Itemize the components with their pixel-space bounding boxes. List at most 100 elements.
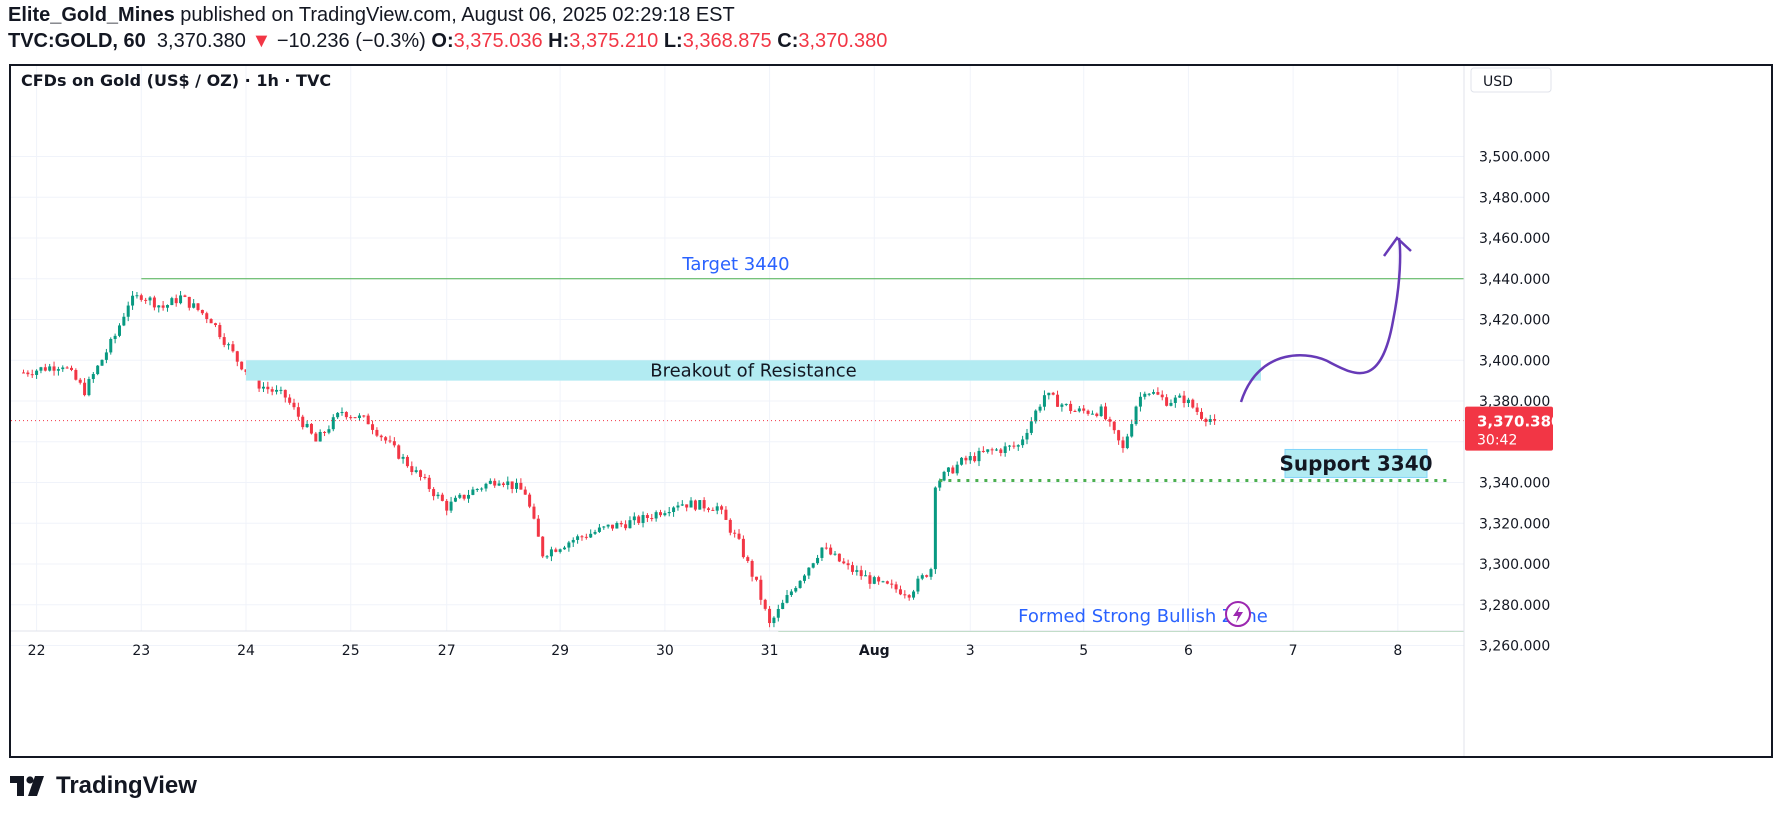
time-axis[interactable]: 22 23 24 25 27 29 30 31 Aug 3 5 6 7 8 [28,643,1403,659]
symbol-label: TVC:GOLD, 60 [8,30,146,52]
candle-body [824,547,828,549]
candle-body [1038,406,1042,411]
candle-body [606,524,610,527]
candle-body [340,412,344,414]
candle-body [1090,413,1094,415]
candle-body [689,500,693,508]
candle-body [720,506,724,510]
candle-body [1112,421,1116,431]
candle-body [1117,430,1121,441]
candle-body [549,549,553,557]
candle-body [576,536,580,540]
candle-body [1034,410,1038,422]
candle-body [820,547,824,558]
price-tick-label: 3,300.000 [1479,557,1550,573]
candle-body [593,531,597,534]
candle-body [571,539,575,543]
candle-body [436,494,440,497]
candle-body [1051,392,1055,395]
candle-body [309,423,313,434]
candle-body [371,424,375,430]
candle-body [654,512,658,519]
candle-body [305,423,309,428]
candle-body [314,433,318,442]
grid [11,66,1464,646]
candle-body [528,494,532,507]
time-tick-label: 7 [1289,643,1298,659]
candle-body [432,489,436,497]
candle-body [344,412,348,418]
candle-body [227,344,231,346]
candle-body [231,344,235,352]
candle-body [56,369,60,371]
price-axis[interactable]: 3,260.000 3,280.000 3,300.000 3,320.000 3,34… [1479,150,1550,655]
candle-body [362,415,366,417]
candle-body [493,480,497,486]
candle-body [1191,399,1195,408]
candle-body [693,500,697,510]
candle-body [183,295,187,297]
candle-body [650,518,654,520]
candle-body [419,470,423,477]
candle-body [728,519,732,533]
candle-body [205,313,209,320]
candle-body [759,579,763,600]
candle-body [1213,419,1217,421]
resistance-label: Breakout of Resistance [650,360,857,381]
candle-body [117,325,121,336]
candle-body [1025,432,1029,440]
candle-body [1186,399,1190,404]
candle-body [1108,419,1112,422]
candle-body [702,500,706,509]
candle-body [868,575,872,584]
published-text: published on TradingView.com, August 06,… [174,4,735,26]
candle-body [1156,392,1160,395]
author-name[interactable]: Elite_Gold_Mines [8,4,175,26]
candle-body [131,295,135,306]
candle-body [981,450,985,452]
time-tick-label: 23 [132,643,150,659]
candle-body [973,456,977,462]
candle-body [405,456,409,467]
candle-body [999,449,1003,453]
candle-body [288,397,292,403]
candle-body [144,299,148,301]
candle-body [746,557,750,561]
resistance-zone[interactable] [246,360,1261,381]
candle-body [925,575,929,577]
candle-body [855,570,859,572]
candle-body [318,431,322,442]
candle-body [126,305,130,317]
candle-body [942,471,946,481]
candle-body [641,515,645,523]
candle-body [1016,445,1020,447]
candle-body [275,389,279,392]
lightning-icon[interactable] [1225,601,1251,627]
candle-body [685,504,689,508]
candle-body [510,481,514,489]
candle-body [218,325,222,338]
candle-body [196,303,200,310]
time-tick-label: 30 [656,643,674,659]
last-price-badge[interactable]: 3,370.380 30:42 [1465,406,1561,451]
candle-body [907,595,911,598]
candle-body [1012,445,1016,447]
price-tick-label: 3,320.000 [1479,516,1550,532]
candle-body [1056,394,1060,407]
candle-body [48,366,52,371]
candle-body [829,547,833,555]
tradingview-brand[interactable]: TradingView [56,772,197,799]
candle-body [615,522,619,529]
currency-button[interactable]: USD [1470,67,1552,93]
projection-path[interactable] [1239,237,1402,403]
candle-body [523,489,527,495]
candle-body [475,488,479,490]
high-label: H: [548,30,570,52]
candle-body [859,570,863,577]
candle-body [26,372,30,375]
candle-body [676,505,680,508]
price-chart[interactable]: Breakout of Resistance Target 3440 Formed … [11,66,1771,756]
candle-body [1099,406,1103,417]
candle-body [423,476,427,478]
candle-body [877,577,881,582]
